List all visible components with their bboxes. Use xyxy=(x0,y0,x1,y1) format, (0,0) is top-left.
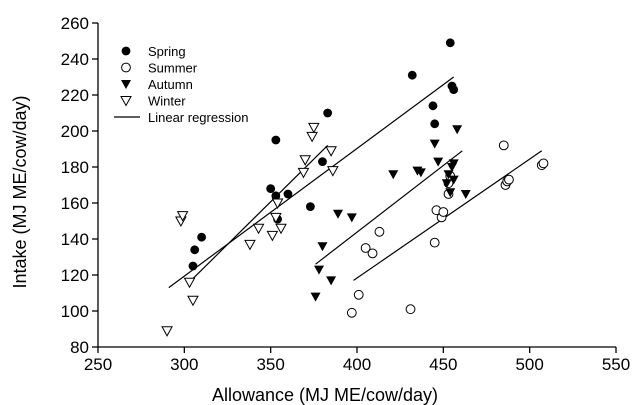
y-tick-label: 240 xyxy=(61,50,89,69)
winter-point xyxy=(187,295,199,307)
winter-point xyxy=(161,326,173,337)
x-axis-label: Allowance (MJ ME/cow/day) xyxy=(212,385,438,405)
regression-line xyxy=(168,76,455,289)
summer-point xyxy=(367,248,378,259)
legend-marker-spring xyxy=(121,46,131,56)
y-tick-label: 100 xyxy=(61,302,89,321)
spring-point xyxy=(428,101,438,111)
autumn-point xyxy=(333,209,344,219)
y-tick-label: 140 xyxy=(61,230,89,249)
winter-point xyxy=(306,131,318,143)
spring-point xyxy=(445,38,455,48)
spring-point xyxy=(266,184,276,194)
winter-point xyxy=(176,211,189,222)
ticks: 250 300 350 400 450 500 550 80 100 120 140 160 180 20… xyxy=(61,14,631,374)
autumn-point xyxy=(310,292,321,302)
regression-line xyxy=(353,150,543,281)
autumn-point xyxy=(443,170,454,180)
legend-label-winter: Winter xyxy=(148,94,186,109)
winter-point xyxy=(266,230,279,242)
summer-point xyxy=(346,307,357,318)
autumn-point xyxy=(460,190,471,199)
spring-point xyxy=(188,261,198,271)
y-axis-label: Intake (MJ ME/cow/day) xyxy=(10,95,30,288)
regression-lines xyxy=(168,76,543,289)
winter-point xyxy=(271,198,284,210)
winter-point xyxy=(297,167,310,179)
summer-point xyxy=(405,304,416,315)
autumn-point xyxy=(415,168,426,178)
legend-label-summer: Summer xyxy=(148,61,198,76)
spring-point xyxy=(407,70,417,80)
spring-point xyxy=(283,189,293,199)
legend-label-regression: Linear regression xyxy=(148,110,248,125)
y-tick-label: 180 xyxy=(61,158,89,177)
y-tick-label: 160 xyxy=(61,194,89,213)
data-points xyxy=(161,38,549,337)
autumn-point xyxy=(448,175,459,185)
autumn-point xyxy=(448,159,459,169)
x-tick-label: 450 xyxy=(429,355,457,374)
winter-point xyxy=(299,155,312,166)
legend-marker-summer xyxy=(121,62,131,73)
spring-point xyxy=(271,135,281,145)
legend-label-autumn: Autumn xyxy=(148,77,193,92)
y-tick-label: 220 xyxy=(61,86,89,105)
x-tick-label: 350 xyxy=(256,355,284,374)
x-tick-label: 500 xyxy=(515,355,543,374)
autumn-point xyxy=(441,179,452,189)
spring-point xyxy=(323,108,333,118)
y-tick-label: 120 xyxy=(61,266,89,285)
y-tick-label: 260 xyxy=(61,14,89,33)
spring-point xyxy=(197,232,207,242)
summer-point xyxy=(353,289,364,300)
summer-point xyxy=(360,243,371,253)
legend-marker-winter xyxy=(120,96,132,107)
autumn-point xyxy=(429,139,440,149)
autumn-point xyxy=(346,213,357,223)
x-tick-label: 300 xyxy=(170,355,198,374)
winter-point xyxy=(244,239,256,251)
spring-point xyxy=(305,202,315,212)
autumn-point xyxy=(433,157,444,167)
legend-marker-autumn xyxy=(121,80,131,89)
spring-point xyxy=(449,85,459,94)
summer-point xyxy=(429,237,440,248)
summer-point xyxy=(498,140,509,151)
summer-point xyxy=(538,158,549,169)
winter-point xyxy=(275,223,287,235)
winter-point xyxy=(307,122,320,134)
autumn-point xyxy=(452,125,463,135)
autumn-point xyxy=(445,188,456,198)
y-tick-label: 80 xyxy=(70,338,89,357)
regression-line xyxy=(192,144,329,280)
spring-point xyxy=(190,245,200,255)
legend-label-spring: Spring xyxy=(148,44,186,59)
winter-point xyxy=(183,277,196,289)
winter-point xyxy=(252,223,265,235)
x-tick-label: 250 xyxy=(84,355,112,374)
y-tick-label: 200 xyxy=(61,122,89,141)
regression-line xyxy=(315,150,463,265)
summer-point xyxy=(374,226,385,237)
autumn-point xyxy=(314,265,325,275)
winter-point xyxy=(326,166,339,177)
spring-point xyxy=(271,191,281,201)
autumn-point xyxy=(388,170,399,180)
autumn-point xyxy=(326,276,337,286)
winter-point xyxy=(325,146,337,157)
x-tick-label: 550 xyxy=(602,355,630,374)
x-tick-label: 400 xyxy=(343,355,371,374)
summer-point xyxy=(438,207,449,217)
summer-point xyxy=(504,174,514,185)
winter-point xyxy=(269,212,282,224)
autumn-point xyxy=(317,242,328,252)
spring-point xyxy=(318,157,327,167)
spring-point xyxy=(430,119,440,129)
